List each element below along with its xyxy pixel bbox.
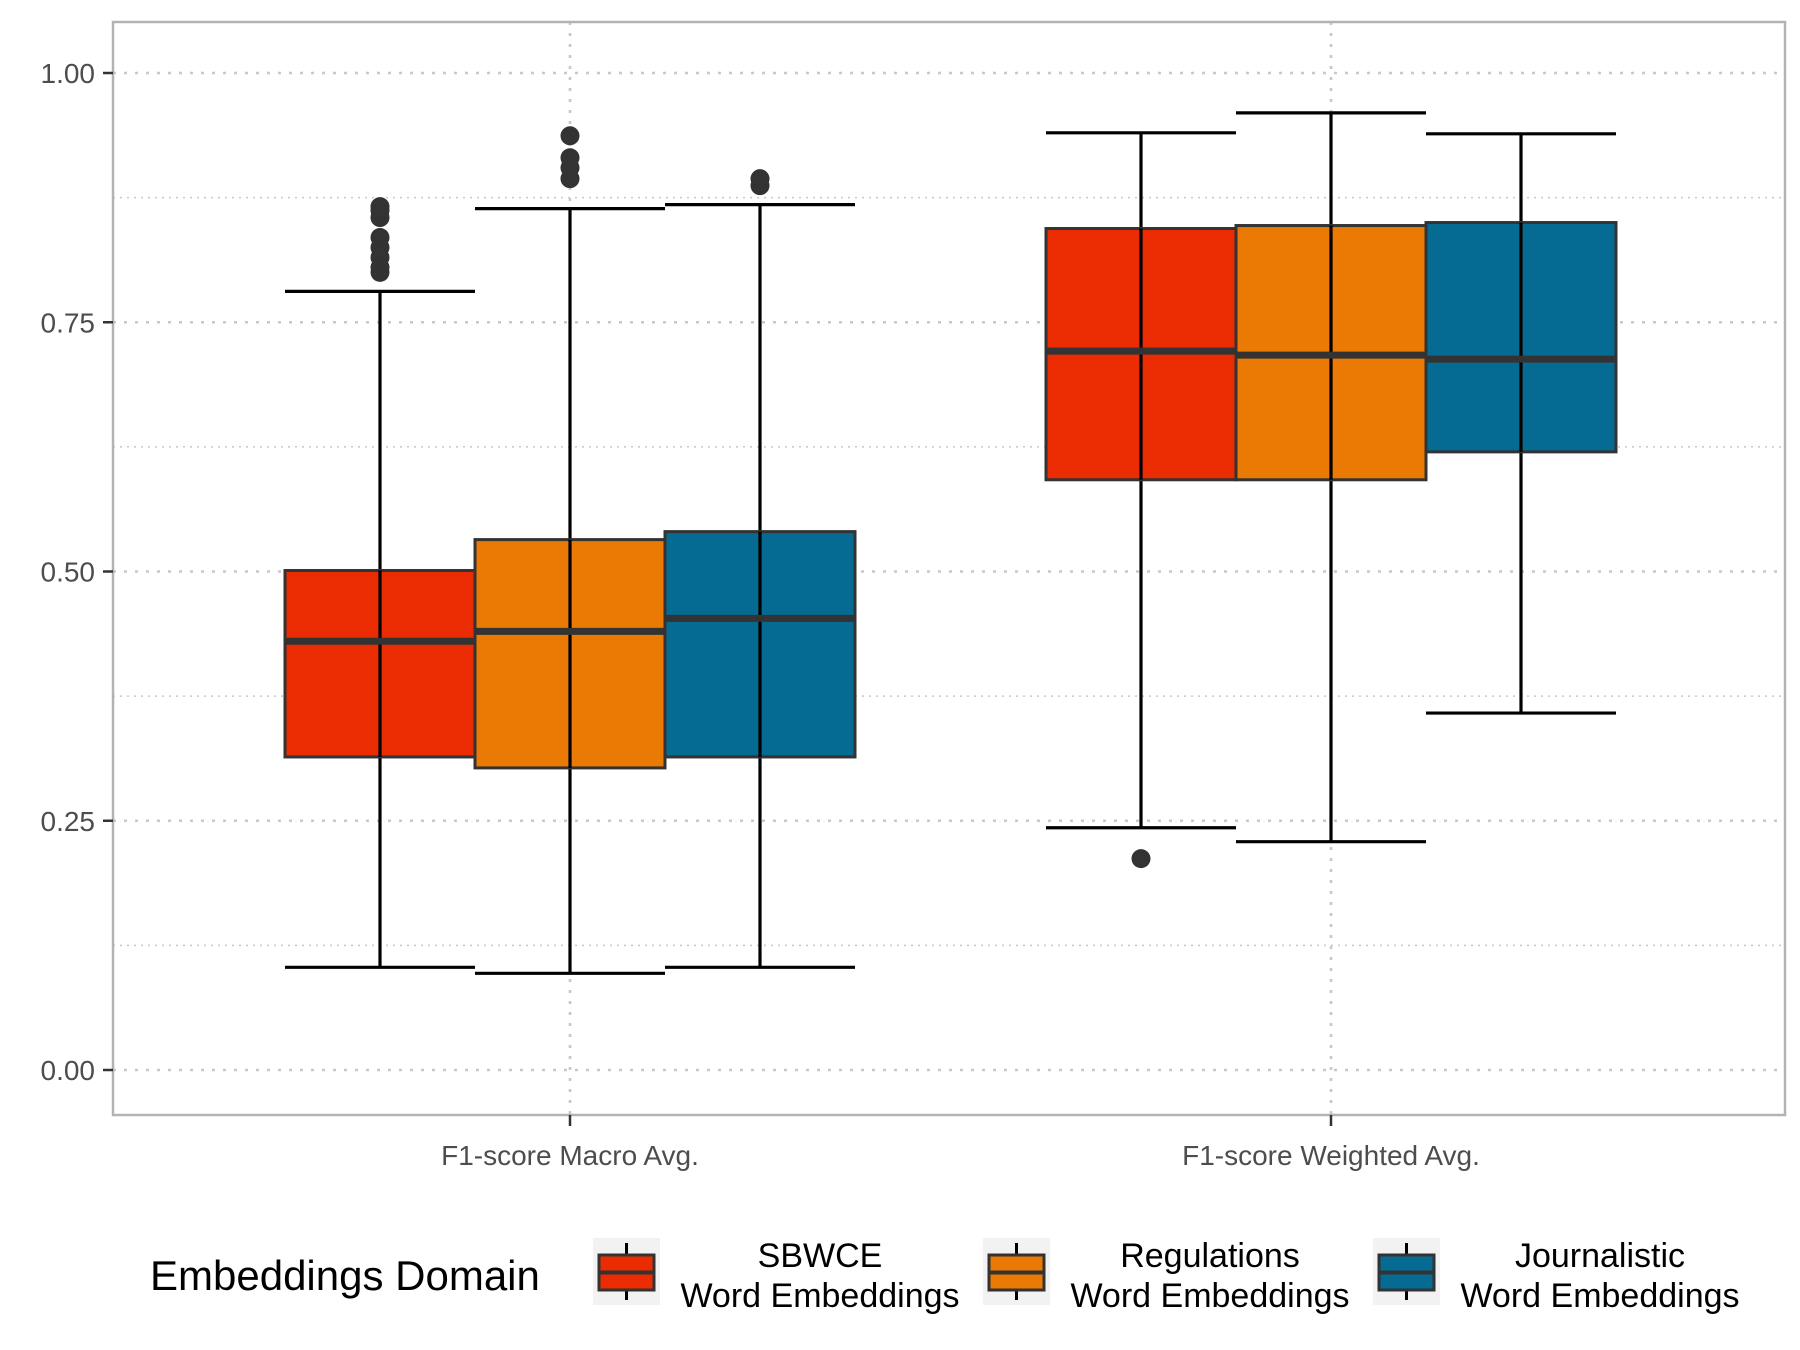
outlier-point (750, 169, 770, 189)
axis-layer: 0.00 0.25 0.50 0.75 1.00 F1-score Macro Avg. F… (41, 58, 1480, 1171)
box-layer (283, 111, 1618, 975)
legend-label: SBWCE (758, 1237, 883, 1275)
y-tick-label: 0.50 (41, 557, 96, 588)
outlier-point (370, 197, 390, 217)
outlier-point (1131, 849, 1151, 869)
y-tick-label: 0.00 (41, 1055, 96, 1086)
legend-label: Word Embeddings (1460, 1277, 1739, 1315)
outlier-point (560, 148, 580, 168)
y-tick-label: 0.75 (41, 307, 96, 338)
legend-label: Journalistic (1515, 1237, 1685, 1275)
x-tick-label: F1-score Weighted Avg. (1182, 1140, 1480, 1171)
panel-background (113, 22, 1785, 1115)
outlier-point (370, 228, 390, 248)
legend-label: Regulations (1120, 1237, 1300, 1275)
outlier-point (560, 126, 580, 146)
legend-title: Embeddings Domain (150, 1252, 540, 1299)
panel-border (111, 20, 1787, 1117)
legend-label: Word Embeddings (1070, 1277, 1349, 1315)
y-tick-label: 0.25 (41, 806, 96, 837)
x-tick-label: F1-score Macro Avg. (441, 1140, 699, 1171)
y-tick-label: 1.00 (41, 58, 96, 89)
legend-label: Word Embeddings (680, 1277, 959, 1315)
